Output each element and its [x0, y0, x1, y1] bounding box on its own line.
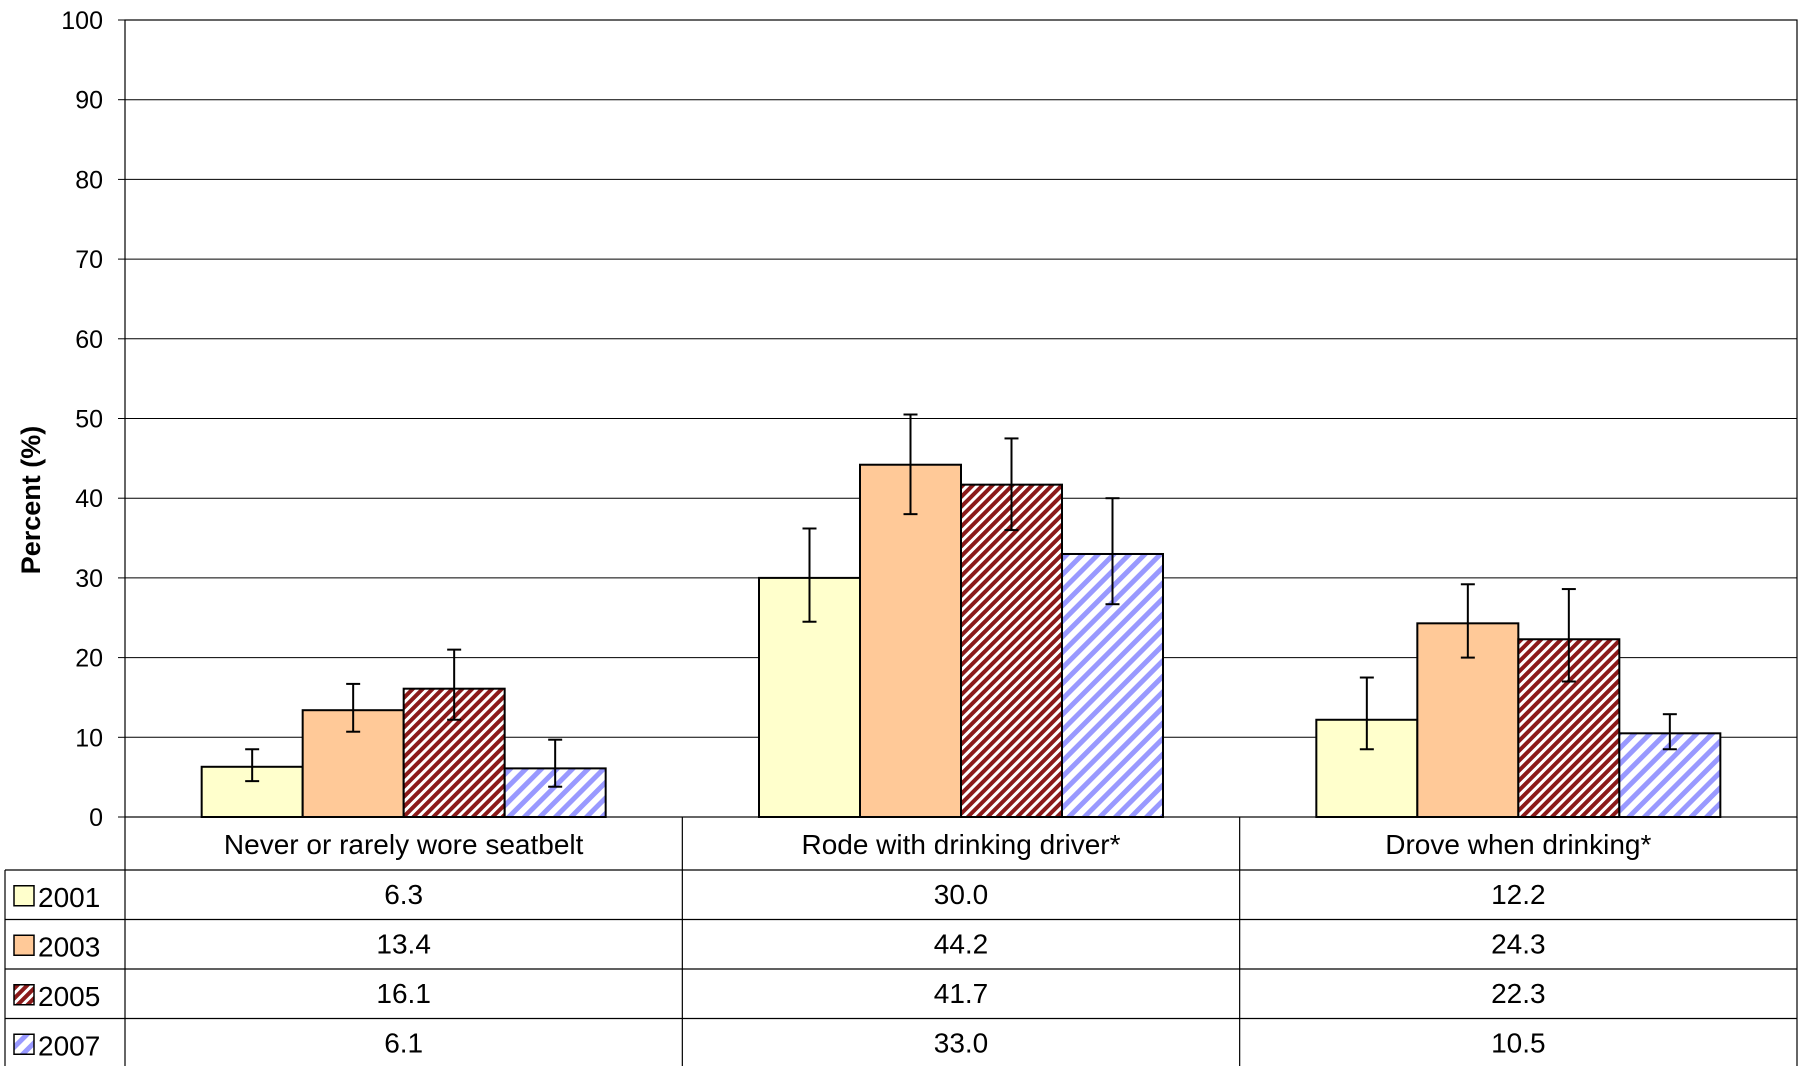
- y-tick-label: 10: [75, 724, 103, 752]
- y-axis-label: Percent (%): [16, 426, 46, 575]
- legend-label: 2005: [38, 981, 100, 1012]
- category-label: Drove when drinking*: [1385, 829, 1651, 860]
- data-label: 12.2: [1491, 879, 1546, 910]
- legend-label: 2001: [38, 882, 100, 913]
- y-tick-label: 80: [75, 166, 103, 194]
- legend-label: 2003: [38, 931, 100, 962]
- plot-area-border: [124, 19, 1798, 818]
- data-label: 24.3: [1491, 928, 1546, 959]
- bars: [200, 463, 1722, 819]
- y-tick-label: 20: [75, 645, 103, 673]
- data-label: 44.2: [934, 928, 989, 959]
- data-label: 6.1: [384, 1027, 423, 1058]
- data-label: 13.4: [376, 928, 431, 959]
- y-tick-label: 70: [75, 246, 103, 274]
- y-tick-label: 100: [61, 7, 103, 35]
- y-tick-label: 60: [75, 326, 103, 354]
- legend-key: [13, 984, 35, 1006]
- bar: [1618, 732, 1722, 818]
- data-label: 6.3: [384, 879, 423, 910]
- data-label: 22.3: [1491, 978, 1546, 1009]
- legend-key: [13, 1033, 35, 1055]
- error-bars: [245, 413, 1677, 788]
- y-tick-label: 40: [75, 485, 103, 513]
- legend-key: [13, 934, 35, 956]
- category-label: Never or rarely wore seatbelt: [224, 829, 584, 860]
- y-tick-label: 0: [89, 804, 103, 832]
- data-table: Never or rarely wore seatbelt Rode with d…: [4, 817, 1798, 1069]
- axes: 0 10 20 30 40 50 60 70 80 90 100: [61, 7, 1798, 832]
- legend-label: 2007: [38, 1030, 100, 1061]
- bar: [960, 483, 1063, 818]
- data-label: 30.0: [934, 879, 989, 910]
- category-label: Rode with drinking driver*: [801, 829, 1120, 860]
- data-label: 10.5: [1491, 1027, 1546, 1058]
- y-tick-label: 50: [75, 406, 103, 434]
- y-tick-label: 30: [75, 565, 103, 593]
- data-label: 16.1: [376, 978, 431, 1009]
- data-label: 33.0: [934, 1027, 989, 1058]
- data-label: 41.7: [934, 978, 989, 1009]
- y-tick-label: 90: [75, 87, 103, 115]
- legend-key: [13, 885, 35, 907]
- bar: [859, 463, 962, 818]
